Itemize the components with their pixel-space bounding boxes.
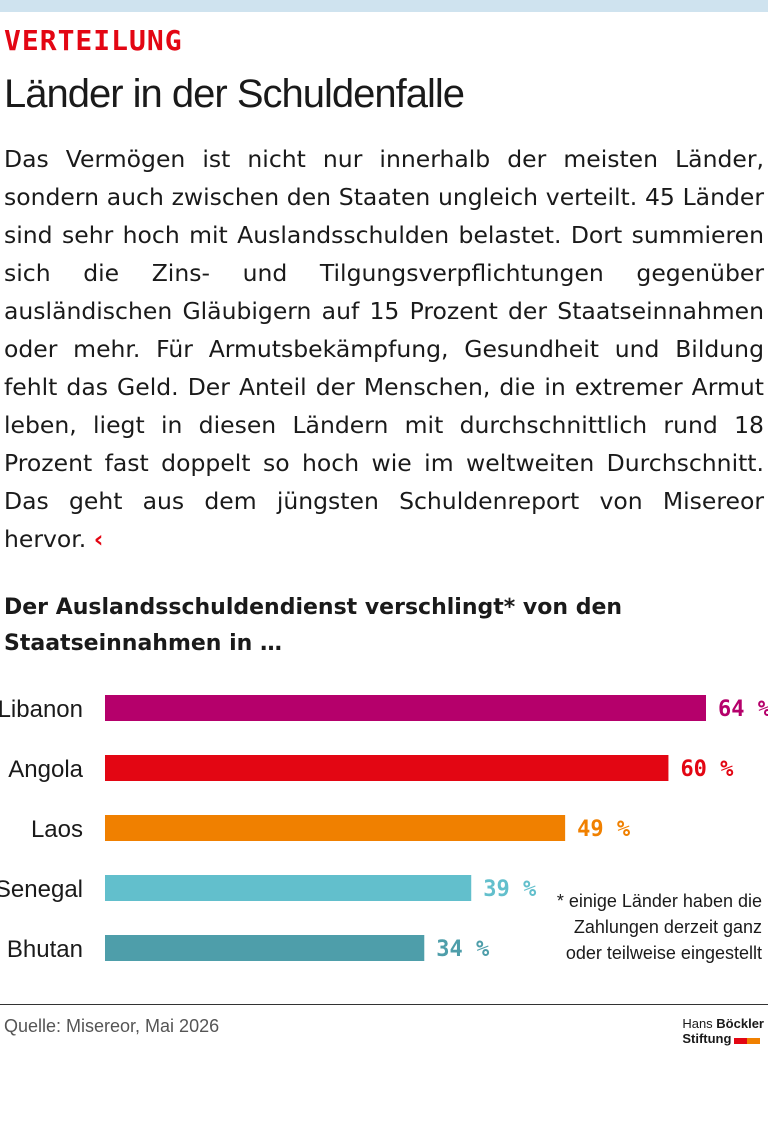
headline: Länder in der Schuldenfalle xyxy=(4,72,465,116)
footnote-line: Zahlungen derzeit ganz xyxy=(573,917,762,937)
footnote-line: * einige Länder haben die xyxy=(556,891,762,911)
logo-text-hans: Hans xyxy=(682,1016,717,1031)
hans-boeckler-logo: Hans Böckler Stiftung xyxy=(682,1016,764,1047)
value-label: 49 % xyxy=(577,817,631,842)
footnote: * einige Länder haben die Zahlungen derz… xyxy=(557,888,762,966)
bar xyxy=(105,695,706,721)
bar xyxy=(105,815,566,841)
value-label: 60 % xyxy=(680,757,734,782)
logo-color-bars xyxy=(734,1032,761,1047)
category-label: Senegal xyxy=(0,876,83,903)
intro-paragraph: Das Vermögen ist nicht nur innerhalb der… xyxy=(4,140,764,558)
value-label: 34 % xyxy=(436,937,490,962)
top-color-bar xyxy=(0,0,768,12)
footer-divider xyxy=(0,1004,768,1005)
value-label: 64 % xyxy=(718,697,768,722)
bar-chart: Libanon 64 % Angola 60 % Laos 49 % Senegal 39 %… xyxy=(0,695,768,963)
logo-bar-red xyxy=(734,1038,748,1045)
bar xyxy=(105,935,425,961)
chart-title: Der Auslandsschuldendienst verschlingt* … xyxy=(4,595,623,656)
logo-text-boeckler: Böckler xyxy=(716,1016,764,1031)
logo-text-stiftung: Stiftung xyxy=(682,1031,732,1046)
category-label: Laos xyxy=(31,816,83,843)
bar xyxy=(105,875,472,901)
kicker: VERTEILUNG xyxy=(4,24,183,57)
source-note: Quelle: Misereor, Mai 2026 xyxy=(4,1016,220,1036)
bar xyxy=(105,755,669,781)
value-label: 39 % xyxy=(483,877,537,902)
footnote-line: oder teilweise eingestellt xyxy=(565,943,762,963)
category-label: Libanon xyxy=(0,696,83,723)
end-mark: ‹ xyxy=(93,525,104,553)
category-label: Angola xyxy=(8,756,83,783)
intro-text: Das Vermögen ist nicht nur innerhalb der… xyxy=(4,145,764,553)
category-label: Bhutan xyxy=(7,936,83,963)
logo-bar-orange xyxy=(747,1038,761,1045)
